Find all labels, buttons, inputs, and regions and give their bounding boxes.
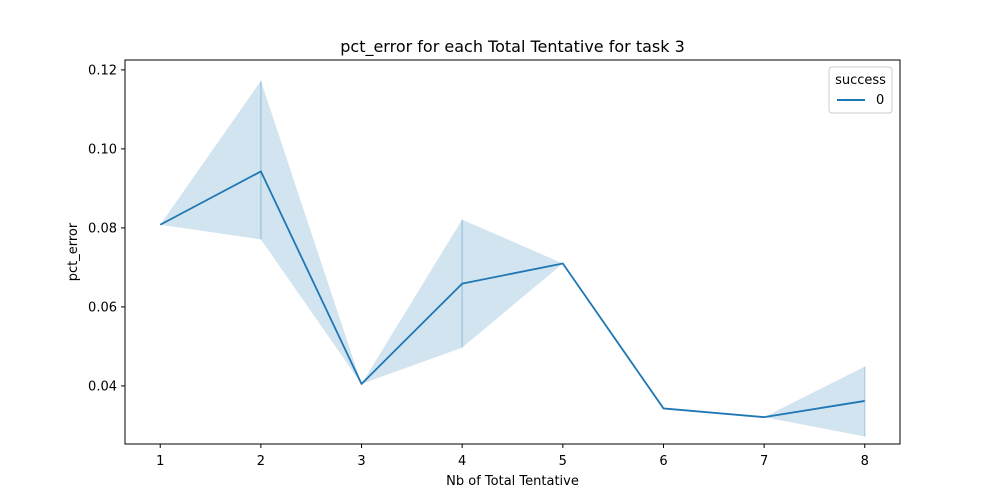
series-line-layer xyxy=(159,170,865,419)
series-line xyxy=(159,170,865,419)
x-tick-label: 8 xyxy=(861,454,869,469)
x-tick-label: 5 xyxy=(559,454,567,469)
legend-box xyxy=(828,66,893,114)
legend-title: success xyxy=(835,73,886,88)
y-tick-label: 0.12 xyxy=(88,63,117,78)
x-axis-ticks: 1 2 3 4 5 6 7 8 xyxy=(156,444,869,469)
y-axis-title: pct_error xyxy=(66,222,81,281)
plot-area-frame xyxy=(124,59,901,445)
y-tick-label: 0.06 xyxy=(88,300,117,315)
y-tick-label: 0.08 xyxy=(88,221,117,236)
y-tick-label: 0.04 xyxy=(88,379,117,394)
x-tick-label: 4 xyxy=(458,454,466,469)
x-tick-label: 1 xyxy=(156,454,164,469)
chart-title: pct_error for each Total Tentative for t… xyxy=(340,37,685,57)
x-tick-label: 6 xyxy=(659,454,667,469)
confidence-band-layer xyxy=(160,80,866,437)
x-tick-label: 2 xyxy=(257,454,265,469)
legend-entry-label: 0 xyxy=(876,93,884,108)
y-axis-ticks: 0.04 0.06 0.08 0.10 0.12 xyxy=(88,63,125,394)
x-axis-title: Nb of Total Tentative xyxy=(446,474,579,489)
legend: success 0 xyxy=(828,66,893,114)
y-tick-label: 0.10 xyxy=(88,142,117,157)
x-tick-label: 3 xyxy=(357,454,365,469)
confidence-band xyxy=(160,80,865,437)
x-tick-label: 7 xyxy=(760,454,768,469)
